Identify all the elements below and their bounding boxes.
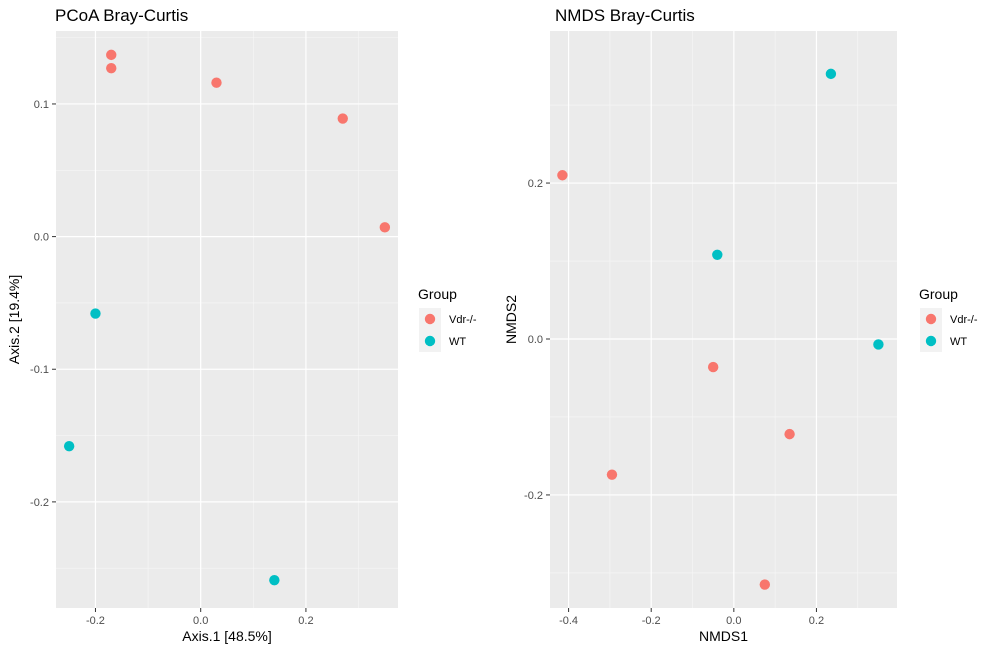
y-axis-title: Axis.2 [19.4%] (6, 275, 22, 365)
legend-marker-wt (925, 335, 937, 347)
data-point-wt (873, 339, 884, 350)
data-point-vdr (606, 469, 618, 480)
y-tick-label: 0.2 (528, 178, 543, 190)
data-point-wt (712, 249, 723, 260)
y-tick-label: -0.2 (524, 490, 543, 502)
legend: Group Vdr-/- WT (919, 286, 978, 352)
chart-title: NMDS Bray-Curtis (555, 6, 695, 25)
legend-label: WT (950, 336, 967, 348)
legend-title: Group (418, 286, 457, 302)
x-tick-label: 0.2 (809, 615, 824, 627)
legend-label: Vdr-/- (950, 314, 978, 326)
data-point-vdr (379, 222, 391, 233)
plot-panel (56, 31, 398, 608)
x-axis-title: Axis.1 [48.5%] (182, 628, 272, 644)
legend-title: Group (919, 286, 958, 302)
legend: Group Vdr-/- WT (418, 286, 477, 352)
data-point-vdr (106, 62, 117, 74)
legend-marker-vdr (424, 313, 436, 325)
data-point-vdr (707, 361, 719, 373)
plot-panel (550, 31, 897, 608)
data-point-vdr (784, 428, 795, 440)
y-tick-label: 0.1 (34, 99, 49, 111)
chart-1: -0.2 0.0 0.2 0.1 0.0 -0.1 -0.2 PCoA Bray-Curtis… (6, 6, 477, 644)
data-point-vdr (557, 170, 568, 181)
x-tick-label: 0.0 (193, 615, 208, 627)
legend-label: Vdr-/- (449, 314, 477, 326)
chart-2: -0.4 -0.2 0.0 0.2 0.2 0.0 -0.2 NMDS Bray-Curtis… (503, 6, 978, 644)
x-axis-title: NMDS1 (699, 628, 748, 644)
x-tick-label: 0.2 (298, 615, 313, 627)
y-tick-label: 0.0 (528, 334, 543, 346)
y-axis-title: NMDS2 (503, 295, 519, 344)
data-point-wt (825, 68, 837, 80)
legend-marker-vdr (925, 313, 937, 325)
legend-label: WT (449, 336, 466, 348)
data-point-vdr (106, 49, 117, 61)
x-tick-label: -0.2 (86, 615, 105, 627)
y-tick-label: 0.0 (34, 232, 49, 244)
data-point-wt (90, 308, 101, 319)
y-tick-label: -0.1 (30, 364, 49, 376)
y-tick-label: -0.2 (30, 497, 49, 509)
data-point-vdr (337, 113, 348, 124)
x-tick-label: -0.4 (559, 615, 578, 627)
legend-marker-wt (424, 335, 436, 347)
data-point-vdr (211, 77, 222, 88)
data-point-vdr (759, 579, 771, 590)
data-point-wt (269, 574, 280, 586)
data-point-wt (63, 440, 75, 452)
x-tick-label: -0.2 (642, 615, 661, 627)
chart-title: PCoA Bray-Curtis (55, 6, 188, 25)
x-tick-label: 0.0 (726, 615, 741, 627)
